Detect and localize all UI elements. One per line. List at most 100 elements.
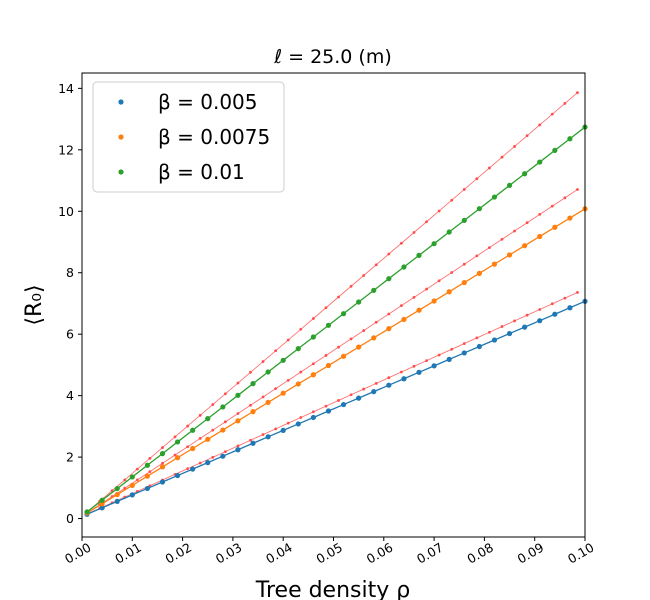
x-axis-label: Tree density ρ <box>255 578 410 600</box>
data-point <box>461 279 467 286</box>
reference-point <box>437 279 441 283</box>
reference-point <box>337 345 340 349</box>
data-point <box>250 381 256 387</box>
reference-point <box>525 313 529 317</box>
reference-point <box>563 296 567 300</box>
data-point <box>205 460 211 466</box>
data-point <box>129 492 135 498</box>
reference-point <box>261 395 265 399</box>
data-point <box>325 362 332 369</box>
data-point <box>144 462 150 468</box>
legend-marker <box>118 99 124 105</box>
reference-point <box>324 404 328 408</box>
data-point <box>235 392 241 398</box>
reference-point <box>475 177 479 181</box>
reference-point <box>274 349 278 353</box>
plot-frame <box>81 72 586 538</box>
reference-point <box>374 381 378 385</box>
reference-point <box>211 428 215 432</box>
data-point <box>356 395 362 401</box>
data-point <box>129 474 135 480</box>
data-point <box>552 311 558 317</box>
data-point <box>371 389 377 395</box>
reference-point <box>525 221 529 225</box>
data-point <box>280 390 286 396</box>
reference-point <box>462 188 466 191</box>
data-point <box>205 416 211 422</box>
reference-point <box>311 410 315 414</box>
data-point <box>476 343 482 350</box>
data-point <box>220 427 226 433</box>
reference-point <box>135 478 139 482</box>
y-tick-label: 8 <box>66 265 74 280</box>
data-point <box>491 194 498 200</box>
reference-point <box>299 416 303 419</box>
reference-point <box>286 338 290 342</box>
data-point <box>325 408 332 414</box>
reference-point <box>550 302 554 306</box>
reference-point <box>148 456 152 460</box>
reference-point <box>437 209 441 213</box>
data-point <box>99 505 105 511</box>
data-point <box>506 252 513 258</box>
data-point <box>371 287 377 293</box>
reference-point <box>249 403 252 407</box>
data-point <box>220 404 226 410</box>
data-point <box>280 427 286 433</box>
reference-point <box>349 337 353 341</box>
reference-point <box>550 112 554 116</box>
data-point <box>506 330 513 337</box>
reference-point <box>324 354 328 357</box>
reference-point <box>475 254 479 258</box>
data-point <box>144 485 150 492</box>
data-point <box>567 305 573 311</box>
data-point <box>174 455 181 461</box>
data-point <box>446 289 452 295</box>
data-point <box>340 401 347 408</box>
reference-point <box>412 295 416 299</box>
reference-point <box>513 145 516 148</box>
reference-point <box>500 155 504 159</box>
reference-point <box>274 427 278 431</box>
reference-point <box>488 166 491 170</box>
legend-box <box>92 81 285 193</box>
data-point <box>431 363 437 369</box>
reference-point <box>349 393 353 397</box>
reference-point <box>450 198 454 202</box>
reference-point <box>400 241 403 245</box>
data-point <box>401 264 407 270</box>
reference-point <box>123 478 127 482</box>
data-point <box>416 307 422 313</box>
reference-point <box>362 274 366 277</box>
reference-point <box>513 319 516 323</box>
reference-point <box>538 123 542 127</box>
data-point <box>325 322 332 328</box>
reference-point <box>161 461 164 465</box>
data-point <box>446 356 452 362</box>
reference-point <box>211 403 215 406</box>
reference-point <box>261 433 265 436</box>
reference-point <box>576 188 579 191</box>
data-point <box>567 215 573 221</box>
data-point <box>265 399 271 406</box>
data-point <box>401 316 407 323</box>
reference-point <box>400 370 403 374</box>
data-point <box>386 382 392 388</box>
data-point <box>386 326 392 332</box>
reference-point <box>249 370 252 374</box>
data-point <box>567 136 573 142</box>
data-point <box>114 485 120 492</box>
data-point <box>461 350 467 356</box>
data-point <box>356 299 362 305</box>
data-point <box>295 346 301 352</box>
reference-point <box>412 364 416 368</box>
reference-point <box>475 336 479 340</box>
data-point <box>84 509 90 515</box>
reference-point <box>274 387 278 391</box>
reference-point <box>462 262 466 266</box>
reference-point <box>525 134 529 138</box>
reference-point <box>425 287 428 291</box>
reference-point <box>311 362 315 366</box>
legend-label: β = 0.0075 <box>158 125 270 149</box>
reference-point <box>400 304 403 308</box>
